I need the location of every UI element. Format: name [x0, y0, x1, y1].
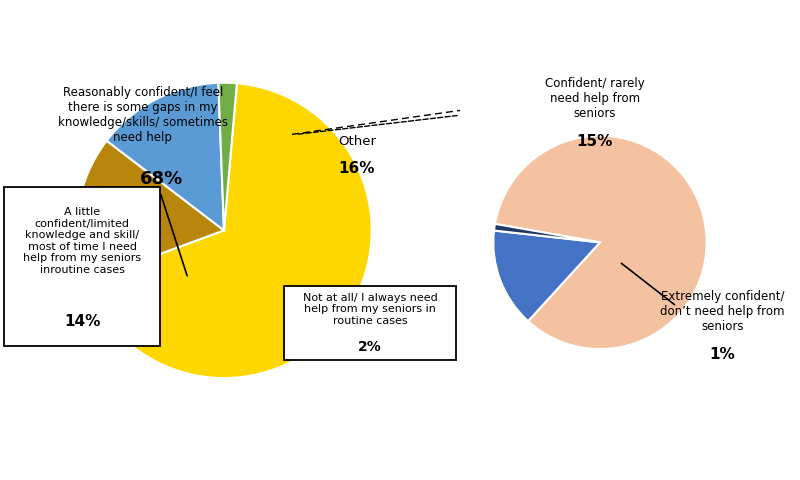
Wedge shape	[494, 230, 600, 321]
Text: Extremely confident/
don’t need help from
seniors: Extremely confident/ don’t need help fro…	[661, 290, 785, 333]
Text: 15%: 15%	[577, 133, 613, 149]
Text: 14%: 14%	[64, 314, 100, 329]
Text: A little
confident/limited
knowledge and skill/
most of time I need
help from my: A little confident/limited knowledge and…	[23, 207, 141, 275]
Text: Confident/ rarely
need help from
seniors: Confident/ rarely need help from seniors	[545, 77, 645, 120]
Wedge shape	[76, 141, 224, 281]
Wedge shape	[86, 83, 372, 378]
Text: Other: Other	[338, 135, 376, 148]
Wedge shape	[218, 83, 237, 230]
Wedge shape	[106, 83, 224, 230]
FancyBboxPatch shape	[284, 286, 456, 360]
Wedge shape	[494, 224, 600, 242]
Text: Not at all/ I always need
help from my seniors in
routine cases: Not at all/ I always need help from my s…	[302, 293, 438, 326]
Text: Reasonably confident/I feel
there is some gaps in my
knowledge/skills/ sometimes: Reasonably confident/I feel there is som…	[58, 86, 228, 144]
FancyBboxPatch shape	[4, 187, 160, 346]
Text: 2%: 2%	[358, 340, 382, 354]
Text: 68%: 68%	[140, 170, 183, 188]
Text: 1%: 1%	[710, 347, 735, 362]
Wedge shape	[495, 136, 706, 349]
Text: 16%: 16%	[338, 161, 375, 176]
